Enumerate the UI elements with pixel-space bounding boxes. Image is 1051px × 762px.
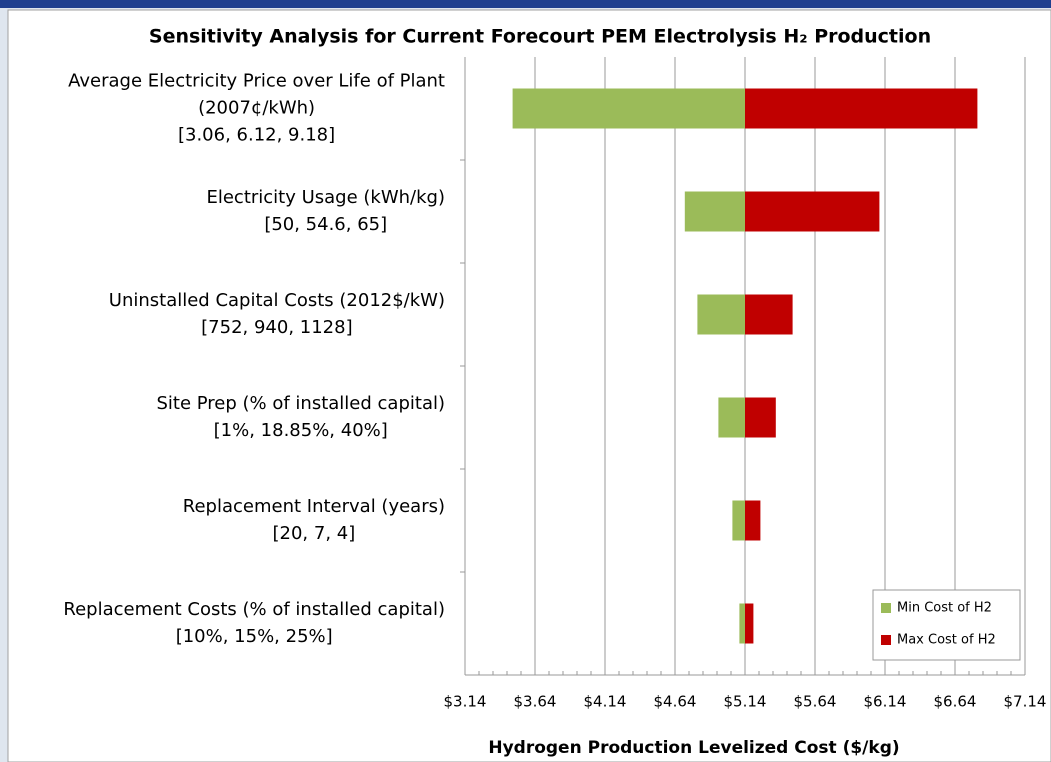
- x-tick-label: $3.64: [514, 693, 557, 711]
- category-label: Site Prep (% of installed capital) [1%, 1…: [156, 393, 445, 441]
- category-label-line: Site Prep (% of installed capital): [156, 393, 445, 414]
- bar: [745, 88, 978, 129]
- bar: [745, 500, 761, 541]
- category-label-line: [20, 7, 4]: [273, 523, 356, 544]
- category-label: Replacement Interval (years) [20, 7, 4]: [183, 496, 445, 544]
- bar: [745, 397, 776, 438]
- category-label-line: [752, 940, 1128]: [201, 317, 352, 338]
- x-tick-label: $7.14: [1004, 693, 1047, 711]
- x-tick-label: $3.14: [444, 693, 487, 711]
- category-label-line: Electricity Usage (kWh/kg): [206, 187, 445, 208]
- category-label-line: (2007¢/kWh): [198, 98, 315, 119]
- chart-title: Sensitivity Analysis for Current Forecou…: [149, 26, 931, 48]
- x-tick-label: $5.64: [794, 693, 837, 711]
- x-tick-label: $5.14: [724, 693, 767, 711]
- bar: [745, 294, 793, 335]
- category-label: Electricity Usage (kWh/kg) [50, 54.6, 65]: [206, 187, 445, 235]
- x-tick-label: $4.14: [584, 693, 627, 711]
- x-tick-label: $4.64: [654, 693, 697, 711]
- category-label-line: [1%, 18.85%, 40%]: [214, 420, 388, 441]
- bar: [697, 294, 745, 335]
- category-label-line: [10%, 15%, 25%]: [176, 626, 333, 647]
- legend-label: Max Cost of H2: [897, 633, 996, 648]
- category-label: Uninstalled Capital Costs (2012$/kW) [752…: [109, 290, 445, 338]
- category-label-line: Replacement Interval (years): [183, 496, 445, 517]
- bar: [512, 88, 745, 129]
- bar: [718, 397, 745, 438]
- category-label: Average Electricity Price over Life of P…: [68, 71, 445, 146]
- x-axis-title: Hydrogen Production Levelized Cost ($/kg…: [488, 738, 899, 758]
- category-label-line: Uninstalled Capital Costs (2012$/kW): [109, 290, 445, 311]
- category-label: Replacement Costs (% of installed capita…: [63, 599, 445, 647]
- category-label-line: Average Electricity Price over Life of P…: [68, 71, 445, 92]
- category-label-line: [50, 54.6, 65]: [264, 214, 387, 235]
- category-label-line: Replacement Costs (% of installed capita…: [63, 599, 445, 620]
- bar: [745, 603, 754, 644]
- legend-swatch: [881, 603, 891, 613]
- top-band: [0, 0, 1051, 8]
- bar: [739, 603, 745, 644]
- x-tick-label: $6.14: [864, 693, 907, 711]
- legend-box: [872, 589, 1021, 661]
- legend-label: Min Cost of H2: [897, 601, 992, 616]
- legend-swatch: [881, 635, 891, 645]
- x-tick-label: $6.64: [934, 693, 977, 711]
- category-label-line: [3.06, 6.12, 9.18]: [178, 125, 335, 146]
- bar: [745, 191, 880, 232]
- bar: [684, 191, 745, 232]
- bar: [732, 500, 745, 541]
